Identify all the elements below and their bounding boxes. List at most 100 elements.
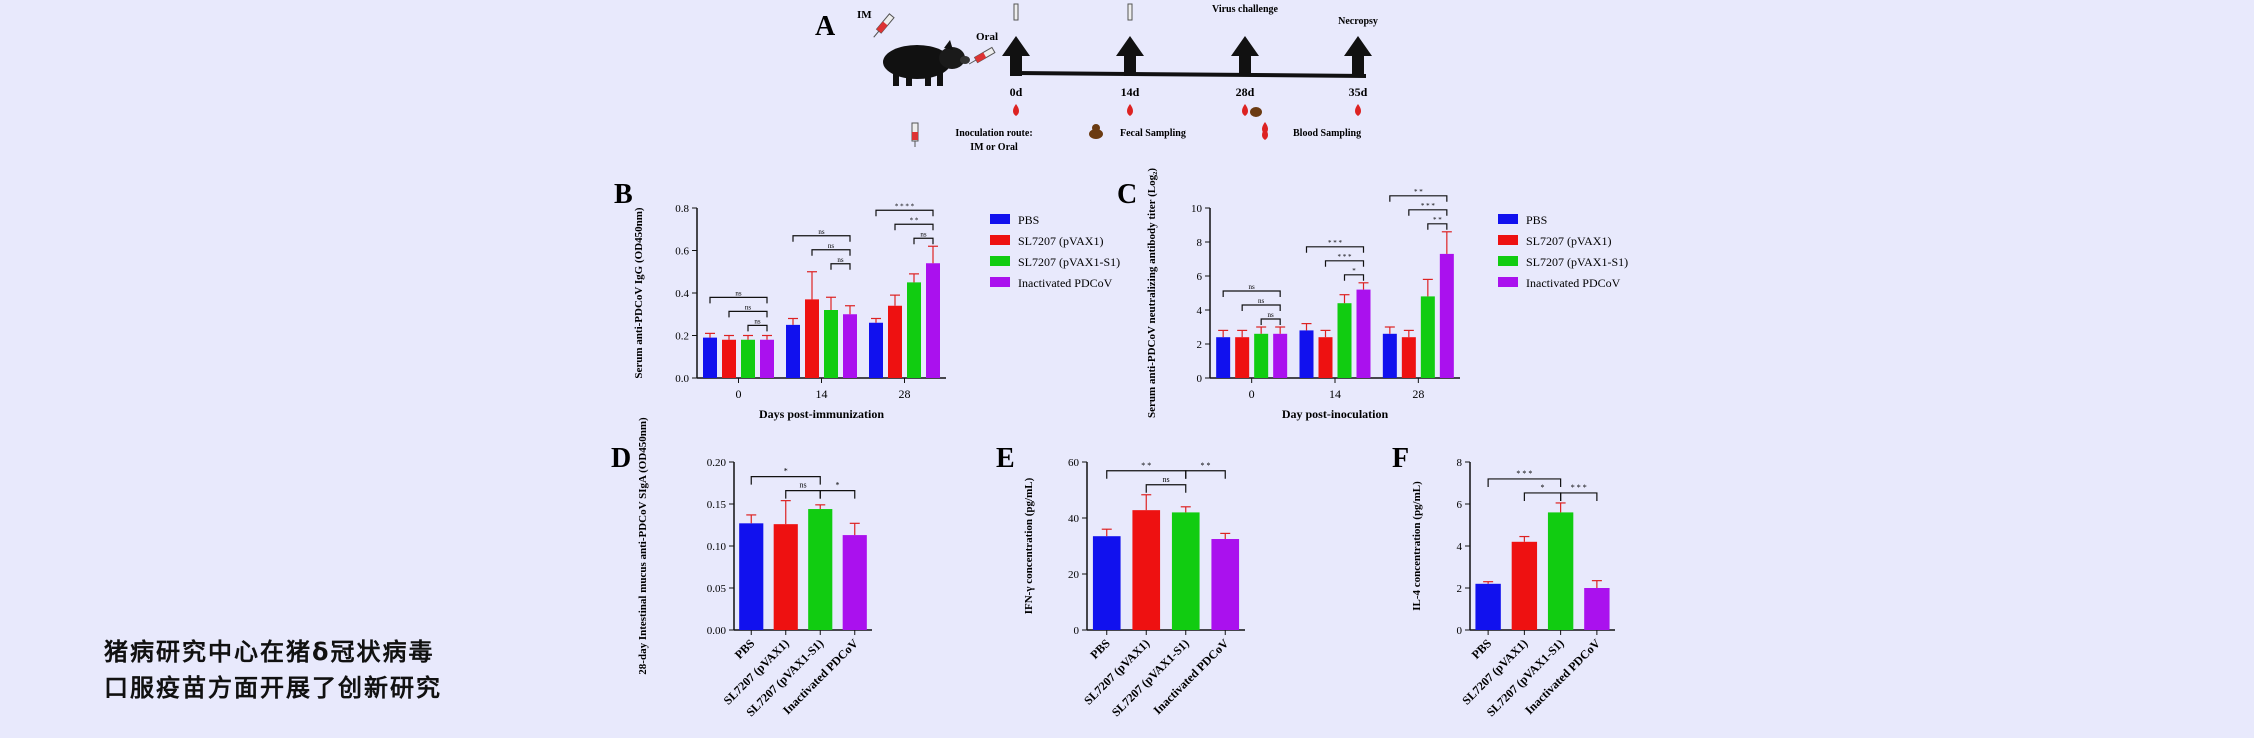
legend-swatch <box>1498 214 1518 224</box>
caption-line-2: 口服疫苗方面开展了创新研究 <box>104 674 442 702</box>
significance-label: * <box>1541 483 1545 492</box>
x-tick-label: 14 <box>816 387 828 401</box>
virus-challenge-label: Virus challenge <box>1212 4 1279 15</box>
significance-bracket <box>1389 195 1448 202</box>
y-axis-title: IL-4 concentration (pg/mL) <box>1411 481 1423 611</box>
bar <box>1475 583 1501 630</box>
timeline-day-label: 28d <box>1236 85 1255 99</box>
y-tick-label: 0.20 <box>707 457 727 469</box>
bar <box>760 339 774 378</box>
significance-label: ns <box>837 256 844 264</box>
legend-swatch <box>1498 256 1518 266</box>
bar <box>907 282 921 378</box>
y-tick-label: 4 <box>1457 541 1463 553</box>
significance-bracket <box>1487 478 1562 487</box>
panel-label: B <box>614 179 633 210</box>
significance-label: * * <box>1201 461 1211 470</box>
im-label: IM <box>857 9 872 21</box>
bar <box>1299 330 1314 378</box>
route-detail-label: IM or Oral <box>970 142 1018 153</box>
significance-bracket <box>785 490 821 499</box>
y-axis-title: Serum anti-PDCoV neutralizing antibody t… <box>1146 168 1158 418</box>
bar <box>1211 539 1240 630</box>
bar <box>1584 588 1610 630</box>
blood-drop-icon <box>1242 104 1248 116</box>
significance-label: ns <box>745 303 752 311</box>
charts-group: B 0.0 0.2 0.4 0.6 0.8 Serum anti-PDCoV IgG (OD… <box>611 168 1615 719</box>
y-tick-label: 4 <box>1197 305 1203 317</box>
x-tick-label: Inactivated PDCoV <box>1151 636 1232 717</box>
syringe-icon <box>968 46 996 65</box>
y-tick-label: 0.6 <box>675 246 689 258</box>
legend-c: PBS SL7207 (pVAX1) SL7207 (pVAX1-S1) Inacti… <box>1498 213 1628 290</box>
bar <box>1254 333 1269 378</box>
timeline-arrow <box>1344 36 1372 76</box>
significance-label: ns <box>1162 475 1169 484</box>
x-tick-label: SL7207 (pVAX1) <box>1459 636 1530 707</box>
significance-bracket <box>830 263 851 270</box>
significance-label: ns <box>818 228 825 236</box>
significance-label: ns <box>1249 283 1256 291</box>
bar <box>1235 337 1250 378</box>
chart-panel-b: B 0.0 0.2 0.4 0.6 0.8 Serum anti-PDCoV IgG (OD… <box>614 179 946 421</box>
significance-bracket <box>1305 246 1365 253</box>
bar <box>1216 337 1231 378</box>
bar <box>926 263 940 378</box>
x-tick-label: 28 <box>899 387 911 401</box>
blood-drop-icon <box>1355 104 1361 116</box>
significance-label: * * <box>1414 188 1423 196</box>
significance-label: * <box>784 467 788 476</box>
y-tick-label: 0.05 <box>707 583 727 595</box>
significance-bracket <box>1343 274 1365 281</box>
significance-bracket <box>747 324 768 332</box>
legend-label: SL7207 (pVAX1-S1) <box>1526 255 1628 269</box>
legend-swatch <box>990 277 1010 287</box>
chart-panel-d: D 0.00 0.05 0.10 0.15 0.20 28-day Intestinal m… <box>611 417 872 719</box>
significance-bracket <box>913 237 934 245</box>
bar <box>805 299 819 378</box>
y-tick-label: 0.00 <box>707 625 727 637</box>
significance-label: ns <box>920 230 927 238</box>
significance-label: * * * <box>1571 483 1587 492</box>
panel-label: E <box>996 443 1015 474</box>
y-tick-label: 0.10 <box>707 541 727 553</box>
x-tick-label: 28 <box>1412 387 1424 401</box>
x-tick-label: 14 <box>1329 387 1341 401</box>
bar <box>1318 337 1333 378</box>
syringe-icon <box>1127 3 1133 21</box>
significance-bracket <box>1241 304 1281 311</box>
syringe-icon <box>1013 3 1019 21</box>
y-tick-label: 10 <box>1191 203 1203 215</box>
y-axis-title: Serum anti-PDCoV IgG (OD450nm) <box>633 207 645 379</box>
legend-label: PBS <box>1526 213 1547 227</box>
bar <box>1439 253 1454 378</box>
significance-bracket <box>1222 290 1281 297</box>
significance-bracket <box>1106 470 1187 479</box>
significance-bracket <box>750 476 821 485</box>
legend-swatch <box>990 256 1010 266</box>
bar <box>1382 333 1397 378</box>
significance-label: ns <box>828 242 835 250</box>
bar <box>1356 289 1371 378</box>
timeline-day-label: 35d <box>1349 85 1368 99</box>
significance-label: * <box>1352 267 1356 275</box>
bar <box>739 523 764 630</box>
x-tick-label: PBS <box>1087 636 1113 662</box>
y-tick-label: 2 <box>1197 339 1203 351</box>
y-tick-label: 0.15 <box>707 499 727 511</box>
x-axis-title: Days post-immunization <box>759 407 884 421</box>
legend-swatch <box>1498 277 1518 287</box>
inoculation-route-label: Inoculation route: <box>955 128 1032 139</box>
significance-bracket <box>894 223 934 231</box>
bar <box>722 339 736 378</box>
timeline-day-label: 0d <box>1010 85 1023 99</box>
feces-icon <box>1250 107 1262 117</box>
x-tick-label: 0 <box>736 387 742 401</box>
bar <box>786 324 800 378</box>
panel-label: F <box>1392 443 1409 474</box>
blood-drop-icon <box>1127 104 1133 116</box>
significance-label: * * <box>1141 461 1151 470</box>
significance-bracket <box>1260 318 1281 325</box>
